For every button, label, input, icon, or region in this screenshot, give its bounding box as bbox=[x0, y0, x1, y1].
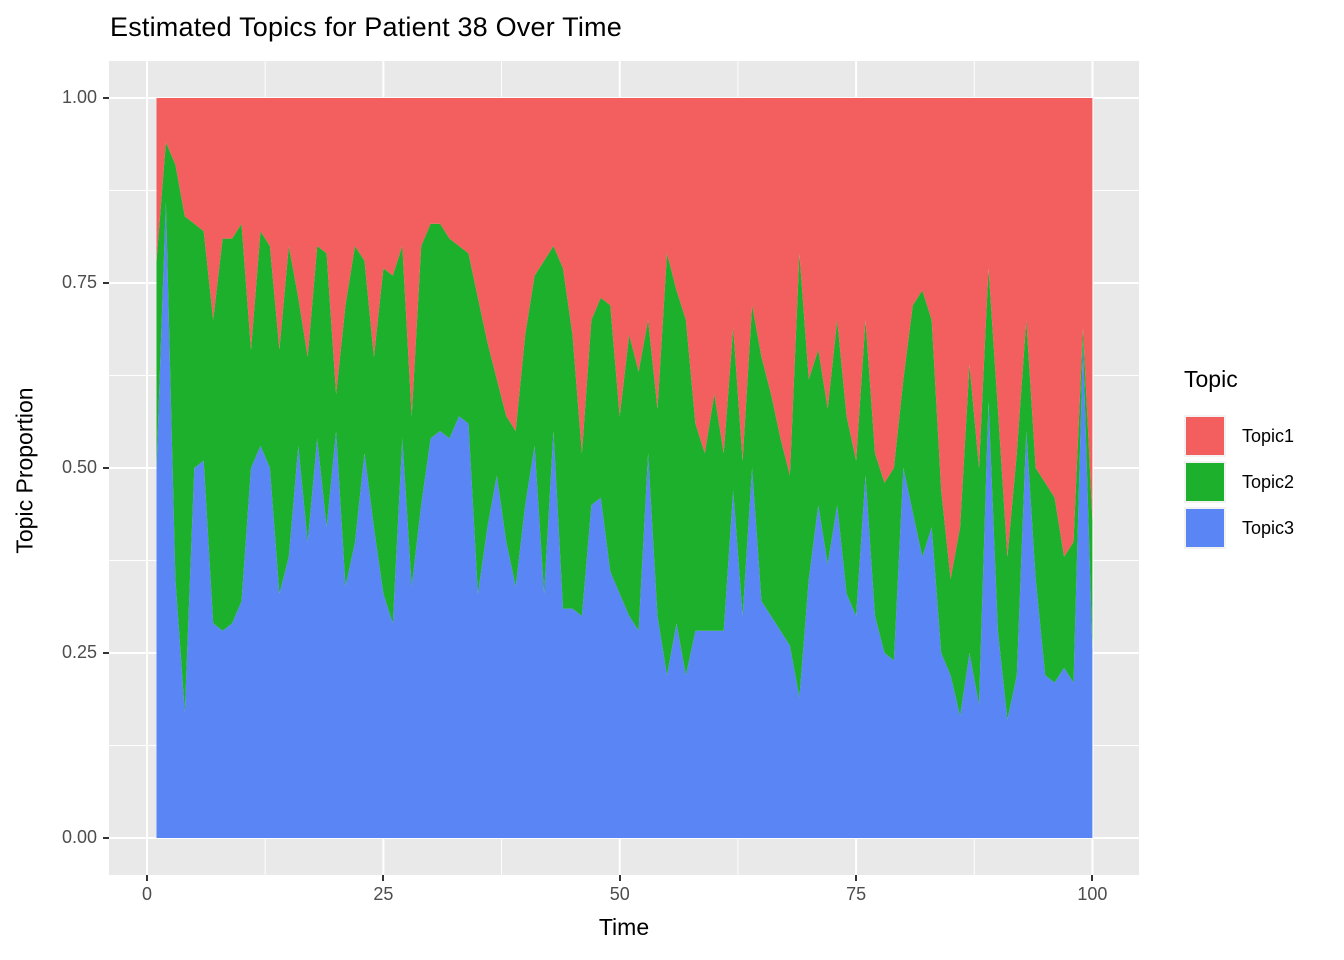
y-tick-label: 0.50 bbox=[61, 457, 97, 477]
area-topic3 bbox=[156, 201, 1093, 839]
x-tick-label: 50 bbox=[609, 884, 630, 904]
x-tick-label: 100 bbox=[1077, 884, 1108, 904]
area-topic2 bbox=[156, 142, 1093, 720]
x-tick-mark bbox=[855, 875, 858, 881]
y-tick-label: 1.00 bbox=[61, 87, 97, 107]
legend-entry-topic3: Topic3 bbox=[1184, 507, 1294, 549]
y-tick-label: 0.75 bbox=[61, 272, 97, 292]
legend-entry-topic2: Topic2 bbox=[1184, 461, 1294, 503]
x-tick-mark bbox=[618, 875, 621, 881]
x-tick-label: 75 bbox=[846, 884, 867, 904]
x-tick-mark bbox=[382, 875, 385, 881]
chart-title: Estimated Topics for Patient 38 Over Tim… bbox=[110, 12, 622, 42]
x-tick-mark bbox=[146, 875, 148, 881]
legend-title: Topic bbox=[1184, 366, 1238, 392]
plot-panel bbox=[109, 61, 1139, 875]
legend-label: Topic3 bbox=[1242, 517, 1295, 538]
stacked-area-chart bbox=[109, 61, 1139, 875]
x-axis-title: Time bbox=[598, 914, 650, 940]
legend-entry-topic1: Topic1 bbox=[1184, 415, 1294, 457]
x-tick-label: 25 bbox=[373, 884, 394, 904]
x-tick-label: 0 bbox=[141, 884, 152, 904]
legend-label: Topic1 bbox=[1242, 425, 1295, 446]
legend: Topic Topic1 Topic2 Topic3 bbox=[1184, 366, 1294, 553]
y-tick-mark bbox=[103, 467, 109, 469]
area-topic1 bbox=[156, 98, 1093, 579]
y-tick-label: 0.25 bbox=[61, 642, 97, 662]
legend-key-swatch bbox=[1184, 415, 1226, 457]
y-tick-mark bbox=[103, 97, 109, 99]
y-tick-label: 0.00 bbox=[61, 827, 97, 847]
y-tick-mark bbox=[103, 282, 109, 284]
x-tick-mark bbox=[1091, 875, 1094, 881]
y-tick-mark bbox=[103, 652, 109, 654]
legend-items: Topic1 Topic2 Topic3 bbox=[1184, 415, 1294, 549]
legend-label: Topic2 bbox=[1242, 471, 1295, 492]
legend-key-swatch bbox=[1184, 461, 1226, 503]
legend-key-swatch bbox=[1184, 507, 1226, 549]
y-tick-mark bbox=[103, 837, 109, 839]
